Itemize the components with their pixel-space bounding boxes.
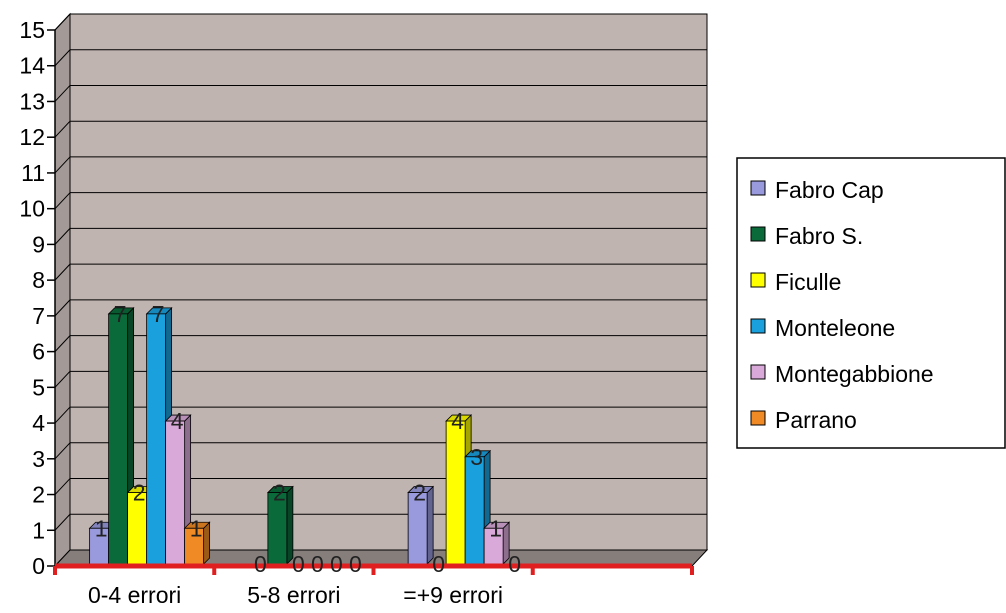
y-tick-label: 10 (19, 196, 45, 222)
data-label: 2 (413, 480, 426, 506)
y-tick-label: 15 (19, 17, 45, 43)
x-category-label: =+9 errori (403, 582, 503, 608)
gridline-diag (54, 263, 71, 281)
legend-box (736, 157, 1006, 449)
data-label: 7 (152, 301, 165, 327)
x-category-label: 0-4 errori (88, 582, 181, 608)
bar (165, 420, 186, 565)
gridline-diag (54, 85, 71, 102)
data-label: 2 (133, 480, 146, 506)
data-label: 0 (330, 551, 343, 577)
y-tick-label: 9 (32, 231, 45, 257)
legend-swatch (750, 410, 766, 426)
gridline-diag (54, 49, 71, 67)
gridline-diag (54, 478, 71, 495)
data-label: 4 (171, 408, 184, 434)
y-tick-label: 8 (32, 267, 45, 293)
data-label: 0 (254, 551, 267, 577)
data-label: 3 (470, 444, 483, 470)
gridline-diag (54, 442, 71, 460)
y-tick-label: 5 (32, 374, 45, 400)
bar (146, 313, 167, 565)
legend: Fabro Cap Fabro S. Ficulle Monteleone Monteg… (736, 157, 1006, 449)
y-tick-label: 11 (21, 160, 45, 186)
bars (88, 306, 511, 565)
data-label: 0 (432, 551, 445, 577)
legend-label: Ficulle (775, 269, 841, 295)
bar (108, 313, 129, 565)
bar (464, 456, 485, 565)
y-tick-label: 6 (32, 339, 45, 365)
gridline-diag (54, 192, 71, 210)
legend-label: Montegabbione (775, 361, 934, 387)
bar-side (203, 521, 211, 565)
legend-label: Monteleone (775, 315, 895, 341)
gridline-diag (54, 406, 71, 424)
y-tick-label: 14 (19, 53, 45, 79)
y-tick-label: 12 (19, 124, 45, 150)
x-category-label: 5-8 errori (247, 582, 340, 608)
data-label: 1 (190, 515, 203, 541)
gridline-diag (54, 299, 71, 317)
gridline-diag (54, 156, 71, 174)
y-tick-label: 1 (32, 517, 45, 543)
x-axis: 0-4 errori 5-8 errori =+9 errori (53, 563, 694, 608)
data-label: 1 (489, 515, 502, 541)
data-label: 0 (311, 551, 324, 577)
data-label: 7 (114, 301, 127, 327)
side-wall (54, 12, 71, 568)
data-label: 1 (95, 515, 108, 541)
data-label: 2 (273, 480, 286, 506)
bar (445, 420, 466, 565)
legend-label: Fabro S. (775, 223, 863, 249)
y-tick-label: 13 (19, 88, 45, 114)
y-tick-label: 0 (32, 553, 45, 579)
legend-swatch (750, 364, 766, 380)
data-label: 0 (508, 551, 521, 577)
gridline-diag (54, 335, 71, 352)
gridline-diag (54, 370, 71, 388)
data-label: 0 (292, 551, 305, 577)
legend-label: Fabro Cap (775, 177, 884, 203)
gridline-diag (54, 120, 71, 138)
legend-swatch (750, 226, 766, 242)
y-tick-label: 2 (32, 482, 45, 508)
data-label: 4 (451, 408, 464, 434)
gridline-diag (54, 513, 71, 531)
gridline-diag (54, 13, 71, 31)
y-tick-label: 7 (32, 303, 45, 329)
data-label: 0 (349, 551, 362, 577)
y-tick-label: 3 (32, 446, 45, 472)
gridline-diag (54, 228, 71, 245)
legend-swatch (750, 180, 766, 196)
legend-swatch (750, 318, 766, 334)
legend-swatch (750, 272, 766, 288)
legend-label: Parrano (775, 407, 857, 433)
y-tick-label: 4 (32, 410, 45, 436)
